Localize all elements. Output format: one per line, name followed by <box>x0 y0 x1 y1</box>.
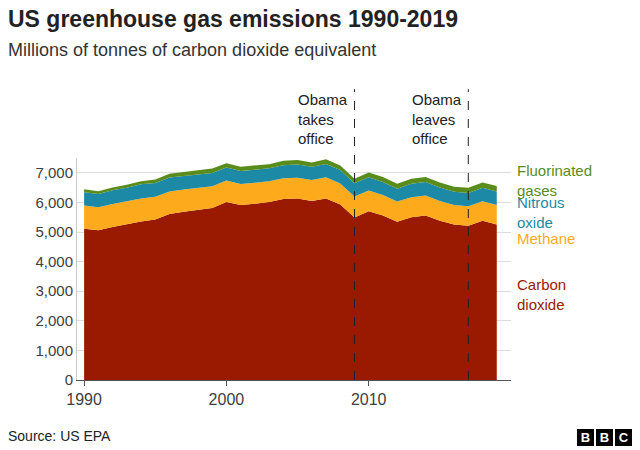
svg-text:5,000: 5,000 <box>35 223 73 240</box>
svg-text:Obamaleavesoffice: Obamaleavesoffice <box>412 91 462 147</box>
html-text:US greenhouse gas emissions 19: US greenhouse gas emissions 1990-2019 <box>8 6 458 32</box>
html-text:B: B <box>580 430 591 445</box>
html-text:Millions of tonnes of carbon d: Millions of tonnes of carbon dioxide equ… <box>8 40 377 60</box>
svg-text:7,000: 7,000 <box>35 164 73 181</box>
svg-text:2000: 2000 <box>209 391 245 408</box>
svg-text:Fluorinatedgases: Fluorinatedgases <box>517 162 592 199</box>
svg-text:4,000: 4,000 <box>35 253 73 270</box>
svg-text:3,000: 3,000 <box>35 282 73 299</box>
html-text:B: B <box>599 430 610 445</box>
svg-text:1990: 1990 <box>66 391 102 408</box>
svg-text:Carbondioxide: Carbondioxide <box>517 276 566 313</box>
html-text:Source: US EPA: Source: US EPA <box>8 428 111 444</box>
svg-text:2,000: 2,000 <box>35 312 73 329</box>
svg-text:Nitrousoxide: Nitrousoxide <box>517 194 565 231</box>
svg-text:Obamatakesoffice: Obamatakesoffice <box>298 91 348 147</box>
svg-text:Methane: Methane <box>517 230 575 247</box>
svg-text:2010: 2010 <box>351 391 387 408</box>
svg-text:0: 0 <box>65 371 73 388</box>
svg-text:6,000: 6,000 <box>35 194 73 211</box>
html-text:C: C <box>618 430 629 445</box>
svg-text:1,000: 1,000 <box>35 342 73 359</box>
